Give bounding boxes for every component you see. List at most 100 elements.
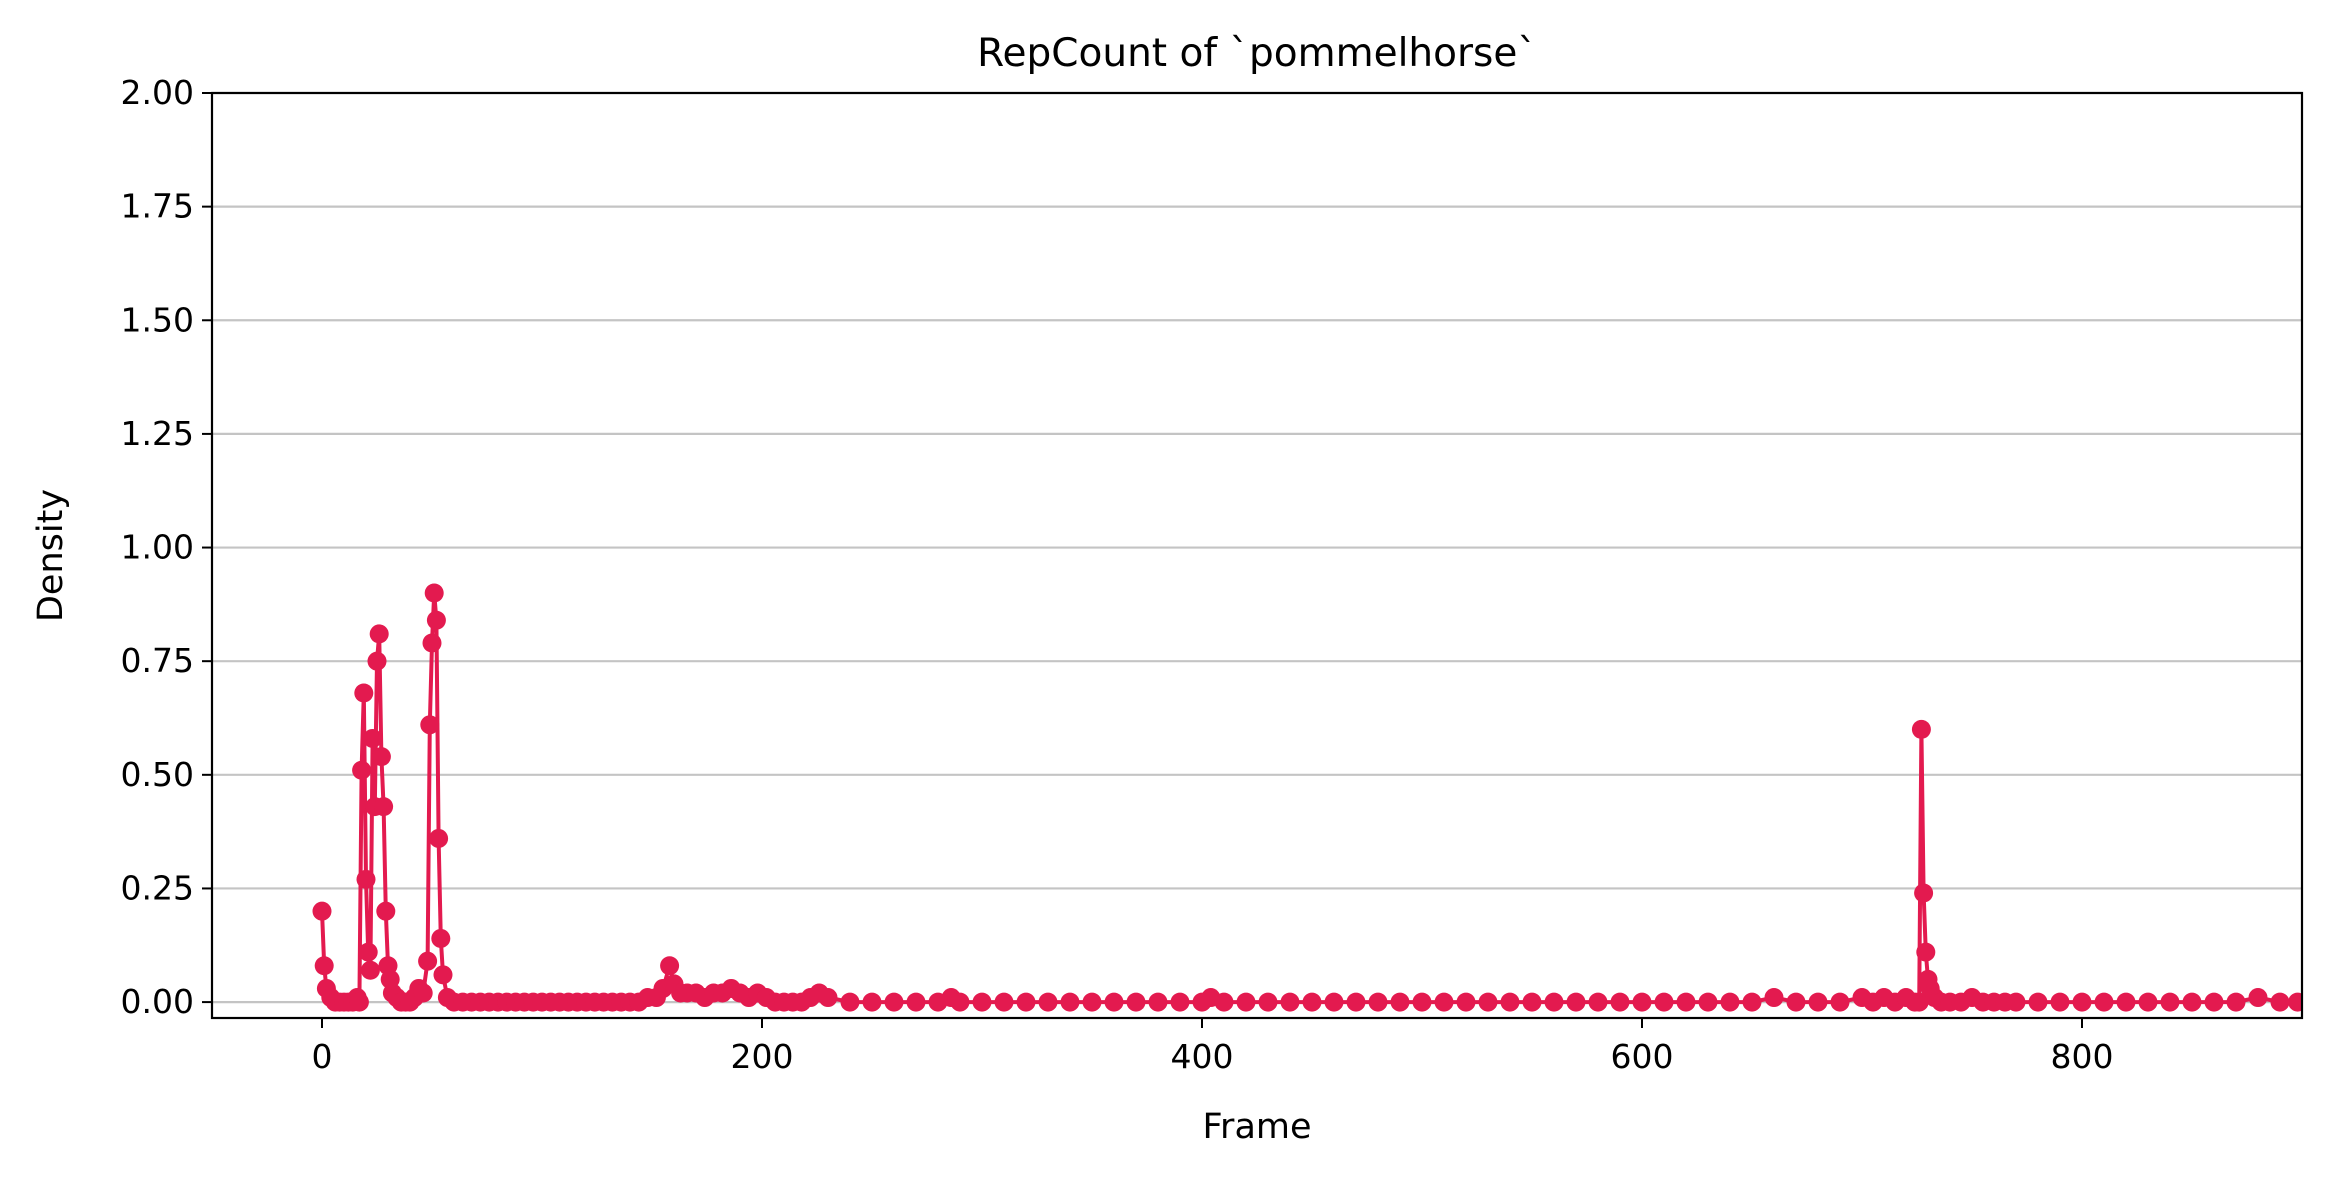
data-point	[413, 983, 433, 1003]
data-point	[1588, 992, 1608, 1012]
data-point	[1038, 992, 1058, 1012]
data-point	[2116, 992, 2136, 1012]
chart-title: RepCount of `pommelhorse`	[977, 31, 1537, 76]
data-point	[1808, 992, 1828, 1012]
data-point	[1764, 988, 1784, 1008]
data-point	[1676, 992, 1696, 1012]
data-point	[431, 928, 451, 948]
data-point	[1302, 992, 1322, 1012]
data-point	[1909, 992, 1929, 1012]
y-tick-label: 0.00	[121, 982, 194, 1021]
y-tick-label: 0.25	[121, 868, 194, 907]
data-point	[2270, 992, 2290, 1012]
data-point	[356, 869, 376, 889]
y-tick-label: 1.25	[121, 414, 194, 453]
data-point	[950, 992, 970, 1012]
data-point	[1720, 992, 1740, 1012]
data-point	[2182, 992, 2202, 1012]
data-point	[1830, 992, 1850, 1012]
y-tick-label: 0.75	[121, 641, 194, 680]
data-point	[1390, 992, 1410, 1012]
data-point	[1368, 992, 1388, 1012]
data-point	[818, 988, 838, 1008]
data-point	[1324, 992, 1344, 1012]
data-point	[1412, 992, 1432, 1012]
data-point	[1104, 992, 1124, 1012]
data-point	[1742, 992, 1762, 1012]
data-point	[374, 797, 394, 817]
x-axis-label: Frame	[1202, 1107, 1311, 1147]
data-point	[363, 728, 383, 748]
series-layer	[312, 583, 2302, 1012]
y-tick-label: 1.75	[121, 187, 194, 226]
y-tick-label: 2.00	[121, 73, 194, 112]
data-point	[360, 960, 380, 980]
data-point	[1016, 992, 1036, 1012]
data-point	[426, 610, 446, 630]
data-point	[2006, 992, 2026, 1012]
data-point	[1082, 992, 1102, 1012]
data-point	[2226, 992, 2246, 1012]
data-point	[376, 901, 396, 921]
data-point	[1916, 942, 1936, 962]
x-tick-label: 400	[1171, 1037, 1234, 1076]
y-axis-label: Density	[31, 489, 71, 622]
x-tick-label: 600	[1611, 1037, 1674, 1076]
x-tick-label: 0	[312, 1037, 333, 1076]
data-point	[2288, 992, 2302, 1012]
data-point	[2204, 992, 2224, 1012]
data-point	[420, 715, 440, 735]
data-point	[1148, 992, 1168, 1012]
data-point	[1170, 992, 1190, 1012]
data-point	[1610, 992, 1630, 1012]
data-point	[312, 901, 332, 921]
data-point	[371, 747, 391, 767]
data-point	[1214, 992, 1234, 1012]
axes-frame	[210, 91, 2304, 1020]
data-point	[1500, 992, 1520, 1012]
data-point	[2028, 992, 2048, 1012]
data-point	[862, 992, 882, 1012]
data-point	[1632, 992, 1652, 1012]
x-ticks: 0 200 400 600 800	[312, 1018, 2114, 1076]
data-point	[1456, 992, 1476, 1012]
data-point	[422, 633, 442, 653]
data-point	[349, 992, 369, 1012]
x-tick-label: 800	[2051, 1037, 2114, 1076]
data-point	[2072, 992, 2092, 1012]
data-point	[1258, 992, 1278, 1012]
data-point	[352, 760, 372, 780]
y-tick-label: 1.00	[121, 528, 194, 567]
data-point	[314, 956, 334, 976]
plot-area	[312, 583, 2302, 1012]
y-tick-label: 0.50	[121, 755, 194, 794]
data-point	[1478, 992, 1498, 1012]
data-point	[354, 683, 374, 703]
data-point	[358, 942, 378, 962]
data-point	[1280, 992, 1300, 1012]
data-point	[418, 951, 438, 971]
data-point	[2160, 992, 2180, 1012]
data-point	[429, 828, 449, 848]
data-point	[1914, 883, 1934, 903]
data-point	[1522, 992, 1542, 1012]
data-point	[994, 992, 1014, 1012]
y-tick-label: 1.50	[121, 300, 194, 339]
data-point	[1786, 992, 1806, 1012]
x-tick-label: 200	[731, 1037, 794, 1076]
data-point	[369, 624, 389, 644]
data-point	[2094, 992, 2114, 1012]
data-point	[2050, 992, 2070, 1012]
data-point	[972, 992, 992, 1012]
y-ticks: 0.00 0.25 0.50 0.75 1.00 1.25 1.50 1.75 2.00	[121, 73, 212, 1021]
data-point	[1060, 992, 1080, 1012]
data-point	[1126, 992, 1146, 1012]
data-point	[1911, 719, 1931, 739]
data-point	[906, 992, 926, 1012]
data-point	[2138, 992, 2158, 1012]
data-point	[2248, 988, 2268, 1008]
data-point	[433, 965, 453, 985]
data-point	[1566, 992, 1586, 1012]
data-point	[1654, 992, 1674, 1012]
